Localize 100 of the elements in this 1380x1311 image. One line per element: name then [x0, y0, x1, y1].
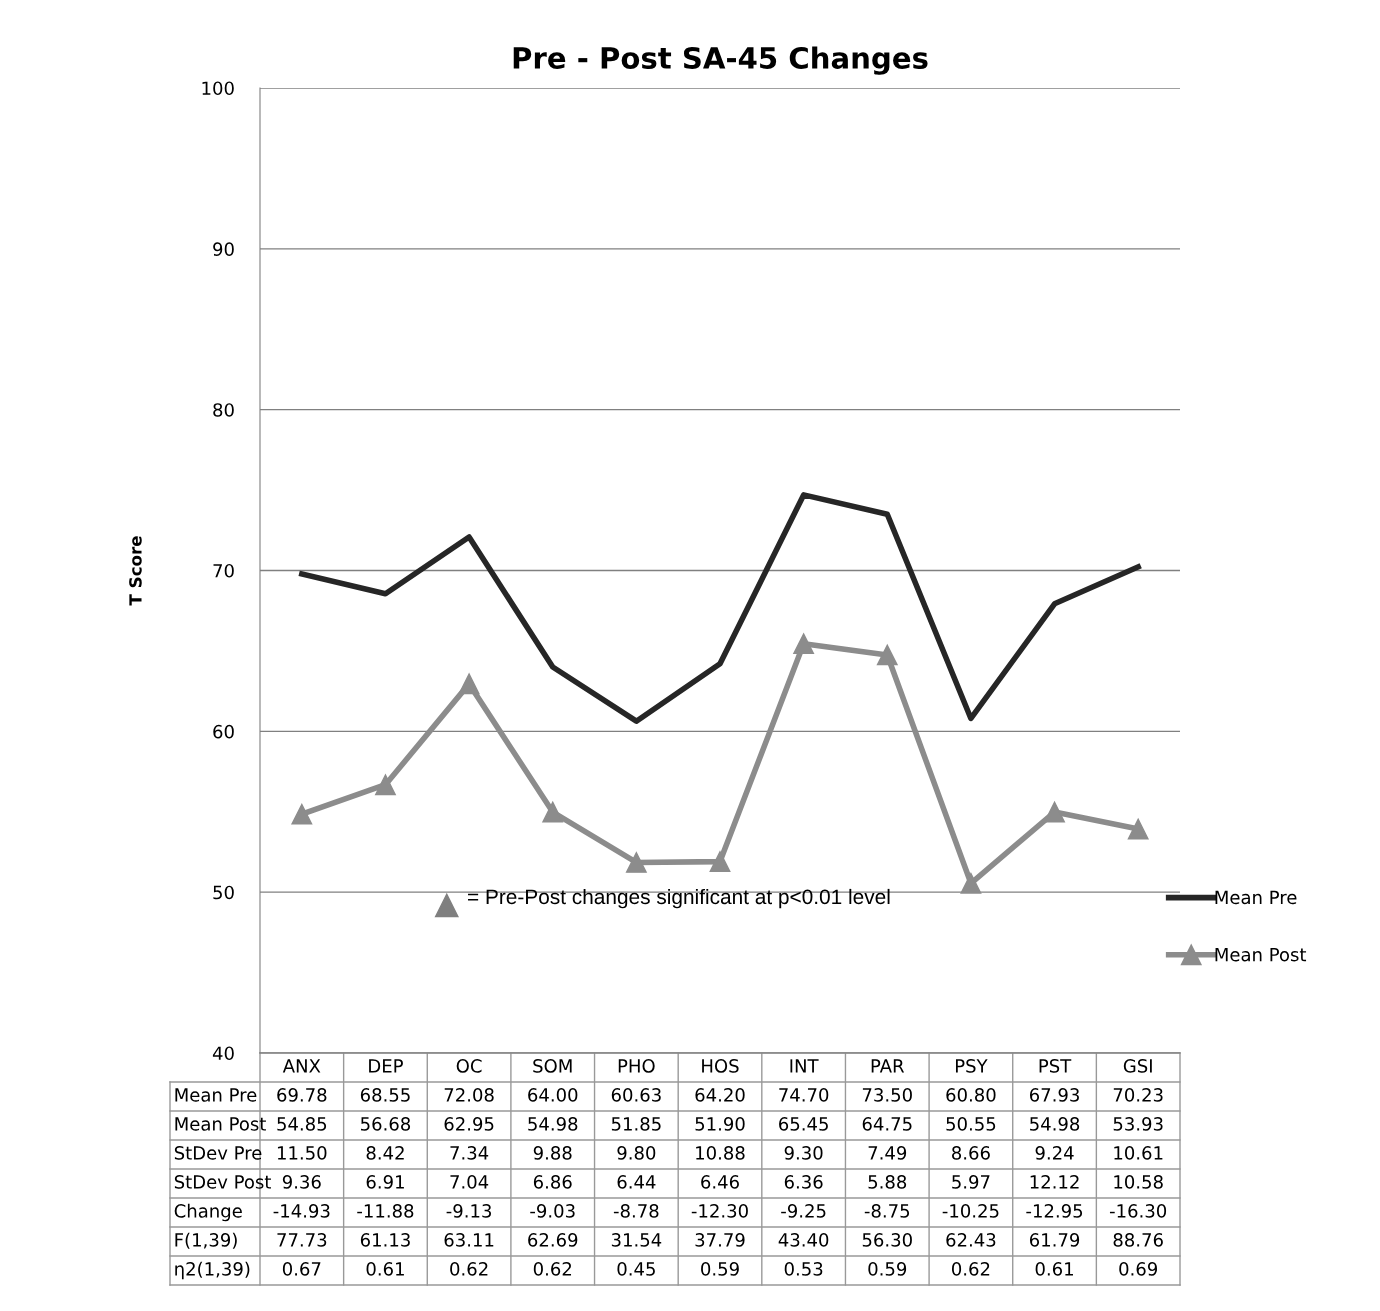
- text: 54.98: [1030, 1117, 1080, 1131]
- text: 6.86: [533, 1175, 572, 1189]
- text: 64.75: [862, 1117, 912, 1131]
- text: -8.78: [613, 1204, 659, 1218]
- point: [458, 673, 480, 695]
- point: [793, 633, 815, 655]
- text: 5.97: [952, 1175, 990, 1189]
- text: 8.42: [366, 1146, 404, 1160]
- text: 60.80: [946, 1088, 996, 1102]
- text: 61.13: [360, 1233, 410, 1247]
- text: 53.93: [1113, 1117, 1163, 1131]
- text: 0.53: [784, 1262, 823, 1276]
- text: -12.95: [1026, 1204, 1083, 1218]
- text: Change: [174, 1203, 242, 1222]
- point: [625, 851, 647, 873]
- text: 0.62: [952, 1262, 990, 1276]
- point: [1044, 801, 1065, 823]
- chart-title: Pre - Post SA-45 Changes: [513, 46, 928, 75]
- text: Mean Pre: [175, 1088, 257, 1102]
- text: 9.24: [1035, 1146, 1074, 1160]
- point: [291, 803, 313, 825]
- y-axis-title: T Score: [129, 536, 142, 606]
- text: 73.50: [862, 1088, 912, 1102]
- y-tick-label: 100: [202, 81, 234, 96]
- point: [375, 774, 396, 796]
- text: 88.76: [1113, 1233, 1163, 1247]
- y-tick-label: 90: [213, 242, 234, 256]
- text: 0.67: [282, 1262, 321, 1276]
- text: 0.69: [1119, 1262, 1158, 1276]
- text: -9.13: [446, 1204, 491, 1218]
- text: -12.30: [691, 1204, 748, 1218]
- annotation: = Pre-Post changes significant at p<0.01 level: [468, 888, 890, 909]
- text: 6.36: [784, 1175, 823, 1189]
- text: 10.88: [696, 1146, 745, 1160]
- x-tick-label: OC: [456, 1059, 482, 1073]
- legend-label: Mean Post: [1215, 947, 1307, 962]
- point: [1127, 818, 1149, 840]
- point: [960, 872, 982, 894]
- text: 31.54: [611, 1233, 662, 1247]
- text: 10.58: [1114, 1175, 1163, 1189]
- text: Mean Post: [175, 1117, 266, 1131]
- legend-label: Mean Pre: [1215, 890, 1297, 905]
- text: -11.88: [357, 1204, 414, 1218]
- x-tick-label: INT: [790, 1059, 819, 1073]
- text: 64.20: [695, 1088, 745, 1102]
- x-tick-label: PHO: [618, 1059, 655, 1073]
- y-tick-label: 60: [213, 724, 234, 739]
- text: -8.75: [864, 1204, 910, 1218]
- text: 54.85: [277, 1117, 327, 1131]
- text: η2(1,39): [175, 1261, 250, 1280]
- y-tick-label: 80: [213, 403, 234, 417]
- text: 67.93: [1029, 1088, 1079, 1102]
- text: 9.80: [617, 1146, 656, 1160]
- text: 0.62: [450, 1262, 488, 1276]
- text: 56.30: [862, 1233, 912, 1247]
- text: 8.66: [952, 1146, 990, 1160]
- x-tick-label: DEP: [369, 1059, 403, 1073]
- text: 0.61: [1035, 1262, 1073, 1276]
- text: 12.12: [1030, 1175, 1079, 1189]
- x-tick-label: PAR: [871, 1059, 905, 1073]
- text: -9.03: [530, 1204, 575, 1218]
- text: 60.63: [611, 1088, 661, 1102]
- text: F(1,39): [175, 1232, 237, 1249]
- text: 0.59: [701, 1262, 739, 1276]
- text: -10.25: [942, 1204, 999, 1218]
- text: 54.98: [528, 1117, 578, 1131]
- y-tick-label: 70: [213, 563, 234, 578]
- text: 9.30: [784, 1146, 823, 1160]
- text: StDev Post: [174, 1175, 271, 1189]
- text: 63.11: [444, 1233, 494, 1247]
- text: 68.55: [360, 1088, 410, 1102]
- text: 72.08: [444, 1088, 494, 1102]
- x-tick-label: PSY: [955, 1059, 988, 1073]
- x-tick-label: PST: [1039, 1059, 1072, 1073]
- text: 51.90: [695, 1117, 745, 1131]
- text: 37.79: [695, 1233, 745, 1247]
- point: [542, 801, 564, 823]
- y-tick-label: 50: [213, 885, 234, 900]
- text: 77.73: [277, 1233, 327, 1247]
- text: 5.88: [868, 1175, 907, 1189]
- text: 7.49: [868, 1146, 907, 1160]
- text: -14.93: [273, 1204, 330, 1218]
- x-tick-label: HOS: [702, 1059, 739, 1073]
- text: 7.04: [450, 1175, 489, 1189]
- text: 6.91: [366, 1175, 404, 1189]
- y-tick-label: 40: [212, 1046, 234, 1061]
- text: StDev Pre: [174, 1146, 262, 1160]
- point: [876, 644, 898, 666]
- text: 9.88: [533, 1146, 572, 1160]
- x-tick-label: ANX: [282, 1059, 321, 1073]
- text: 7.34: [450, 1146, 489, 1160]
- text: 62.95: [444, 1117, 494, 1131]
- text: -16.30: [1109, 1204, 1167, 1218]
- text: 56.68: [361, 1117, 411, 1131]
- text: 62.43: [946, 1233, 996, 1247]
- text: 6.44: [617, 1175, 656, 1189]
- text: 0.45: [617, 1262, 655, 1276]
- text: -9.25: [781, 1204, 826, 1218]
- x-tick-label: SOM: [533, 1059, 572, 1073]
- text: 74.70: [779, 1088, 829, 1102]
